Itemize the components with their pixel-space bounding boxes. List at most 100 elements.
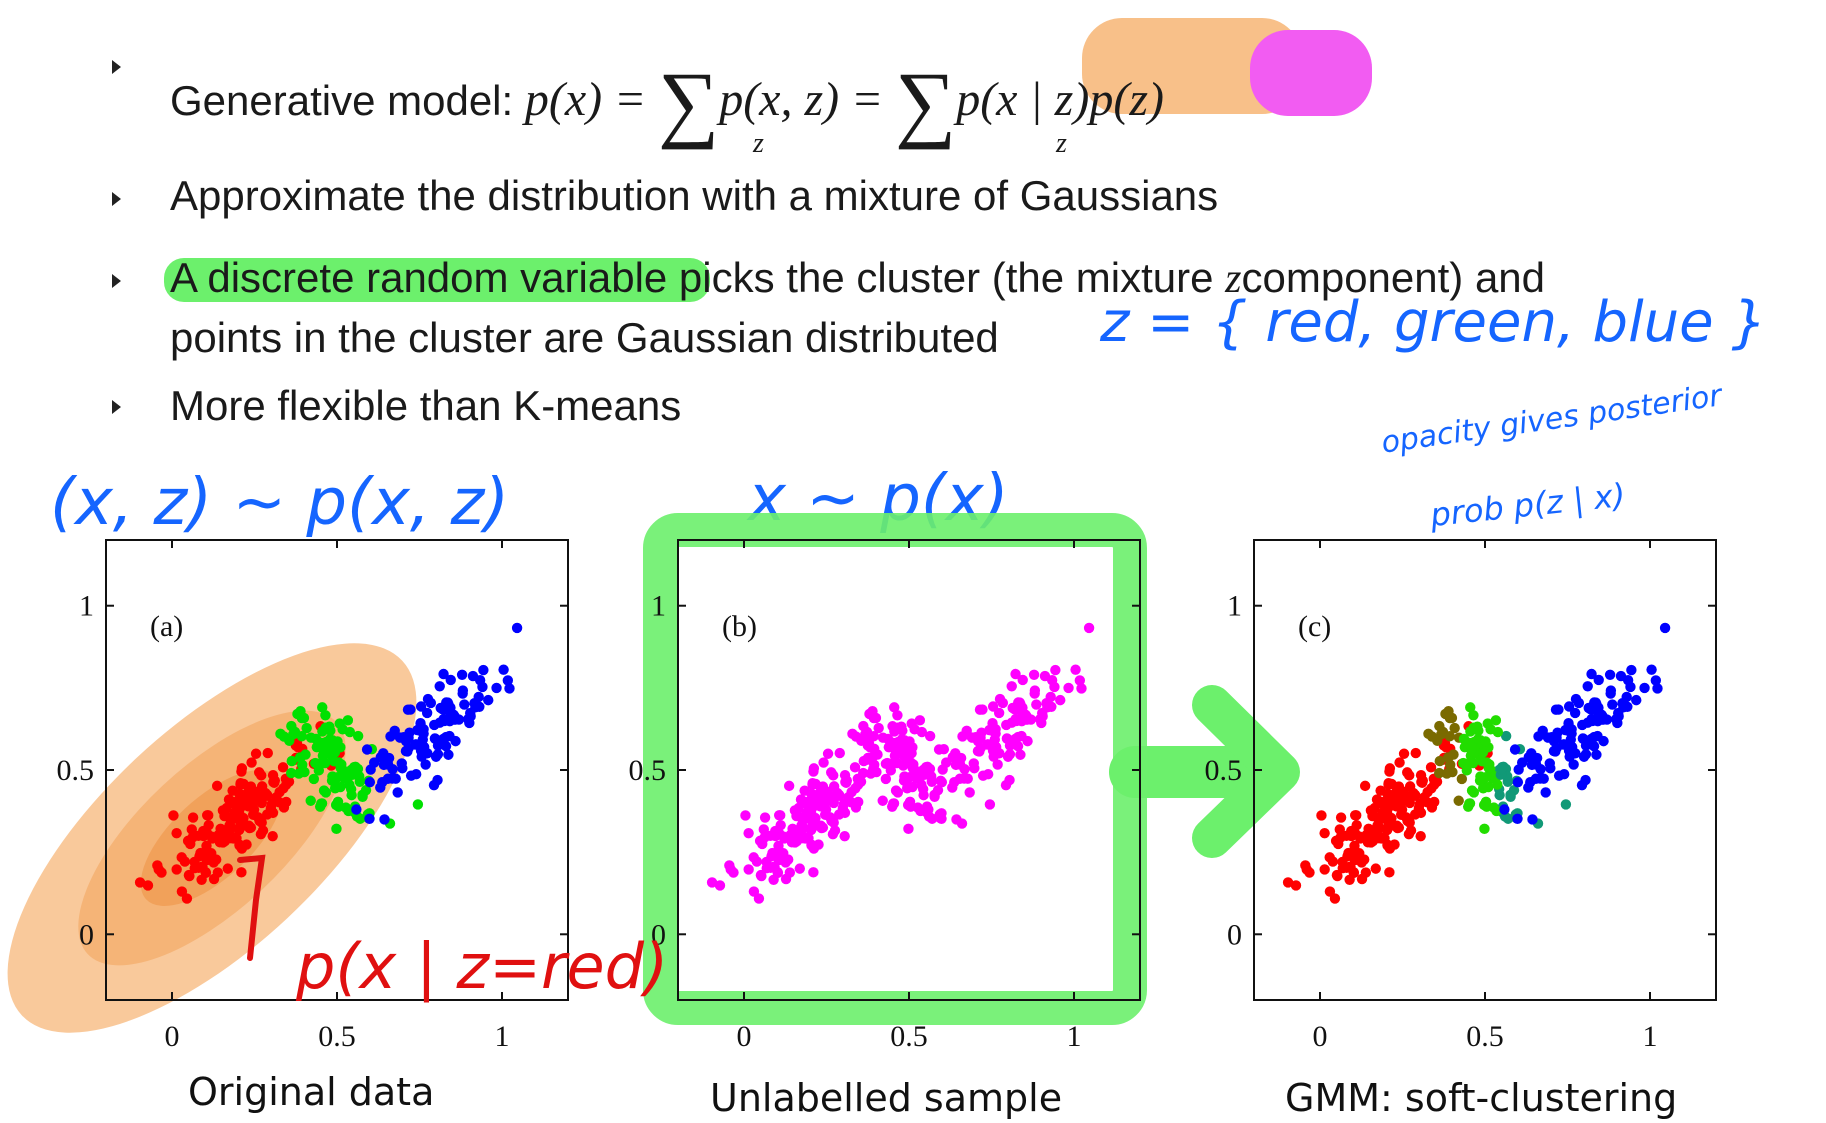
data-point — [1290, 880, 1302, 891]
data-point — [929, 791, 940, 802]
data-point — [1282, 877, 1294, 888]
data-point — [208, 873, 220, 885]
data-point — [926, 813, 938, 824]
data-point — [743, 827, 754, 839]
data-point — [936, 776, 948, 788]
data-point — [448, 709, 459, 721]
data-point — [901, 747, 913, 758]
data-point — [470, 702, 481, 713]
data-point — [1354, 848, 1365, 859]
data-point — [250, 786, 261, 797]
scatter-panel-1: 0 0.5 1 0 0.5 1 (a) — [57, 539, 569, 1053]
data-point — [1500, 730, 1512, 742]
data-point — [1330, 835, 1342, 847]
data-point — [1324, 852, 1335, 863]
data-point — [1384, 867, 1395, 878]
discrete-rv-z: z — [1225, 256, 1242, 302]
data-point — [217, 837, 229, 848]
data-point — [1083, 622, 1095, 634]
data-point — [1332, 870, 1343, 882]
data-point — [1461, 765, 1473, 776]
data-point — [182, 835, 194, 847]
y-tick-label: 0.5 — [1205, 754, 1243, 787]
data-point — [1013, 697, 1024, 708]
y-tick-label: 0 — [651, 918, 666, 951]
data-point — [203, 819, 214, 831]
data-point — [335, 781, 346, 793]
data-point — [235, 778, 246, 789]
sum-index-1: z — [753, 128, 764, 159]
data-point — [1570, 693, 1582, 705]
data-point — [1042, 702, 1053, 713]
data-point — [317, 702, 328, 713]
data-point — [1394, 757, 1405, 768]
data-point — [916, 726, 928, 738]
data-point — [865, 768, 877, 779]
data-point — [758, 824, 769, 835]
data-point — [858, 755, 870, 767]
data-point — [1494, 789, 1505, 801]
data-point — [1369, 802, 1380, 814]
data-point — [1563, 718, 1574, 729]
data-point — [441, 697, 452, 708]
data-point — [892, 710, 903, 721]
data-point — [343, 805, 354, 817]
data-point — [992, 759, 1003, 770]
data-point — [1028, 669, 1040, 680]
data-point — [1538, 773, 1549, 784]
data-point — [1449, 722, 1460, 734]
data-point — [795, 794, 807, 805]
data-point — [1576, 779, 1588, 791]
x-tick-label: 1 — [495, 1020, 510, 1053]
data-point — [778, 848, 789, 859]
y-tick-label: 0.5 — [629, 754, 667, 787]
panel-label: (a) — [150, 610, 183, 643]
data-point — [202, 810, 214, 821]
panel-label: (c) — [1298, 610, 1331, 643]
data-point — [1002, 751, 1014, 762]
data-point — [1343, 847, 1354, 859]
data-point — [1376, 832, 1387, 843]
data-point — [868, 759, 880, 771]
bullet-approximate: Approximate the distribution with a mixt… — [170, 172, 1219, 219]
data-point — [1383, 778, 1394, 789]
caption-b: Unlabelled sample — [710, 1076, 1063, 1120]
data-point — [1560, 799, 1572, 810]
data-point — [748, 852, 759, 863]
data-point — [215, 823, 226, 835]
data-point — [924, 730, 936, 742]
data-point — [227, 811, 238, 823]
data-point — [1477, 747, 1489, 758]
bullet-generative-model: Generative model: p(x) = ∑p(x, z) = ∑p(x… — [170, 36, 1164, 150]
data-point — [504, 683, 515, 694]
data-point — [706, 877, 718, 888]
data-point — [794, 863, 805, 874]
data-point — [274, 797, 285, 808]
data-point — [286, 720, 297, 732]
data-point — [222, 863, 233, 874]
data-point — [171, 827, 182, 839]
bullet-flexible: More flexible than K-means — [170, 382, 682, 429]
data-point — [827, 828, 839, 840]
data-point — [483, 694, 494, 706]
data-point — [904, 736, 915, 747]
data-point — [415, 725, 426, 737]
data-point — [344, 779, 355, 790]
data-point — [918, 789, 929, 801]
data-point — [1444, 759, 1456, 771]
data-point — [1335, 812, 1347, 823]
data-point — [301, 722, 312, 734]
data-point — [1436, 729, 1447, 740]
data-point — [473, 691, 484, 703]
data-point — [959, 763, 970, 775]
data-point — [783, 780, 795, 792]
data-point — [474, 674, 486, 686]
data-point — [1398, 786, 1409, 797]
data-point — [864, 708, 875, 720]
data-point — [1464, 757, 1476, 768]
data-point — [858, 720, 869, 732]
data-point — [415, 718, 426, 729]
data-point — [248, 804, 260, 815]
data-point — [1563, 725, 1574, 737]
data-point — [1050, 664, 1061, 676]
